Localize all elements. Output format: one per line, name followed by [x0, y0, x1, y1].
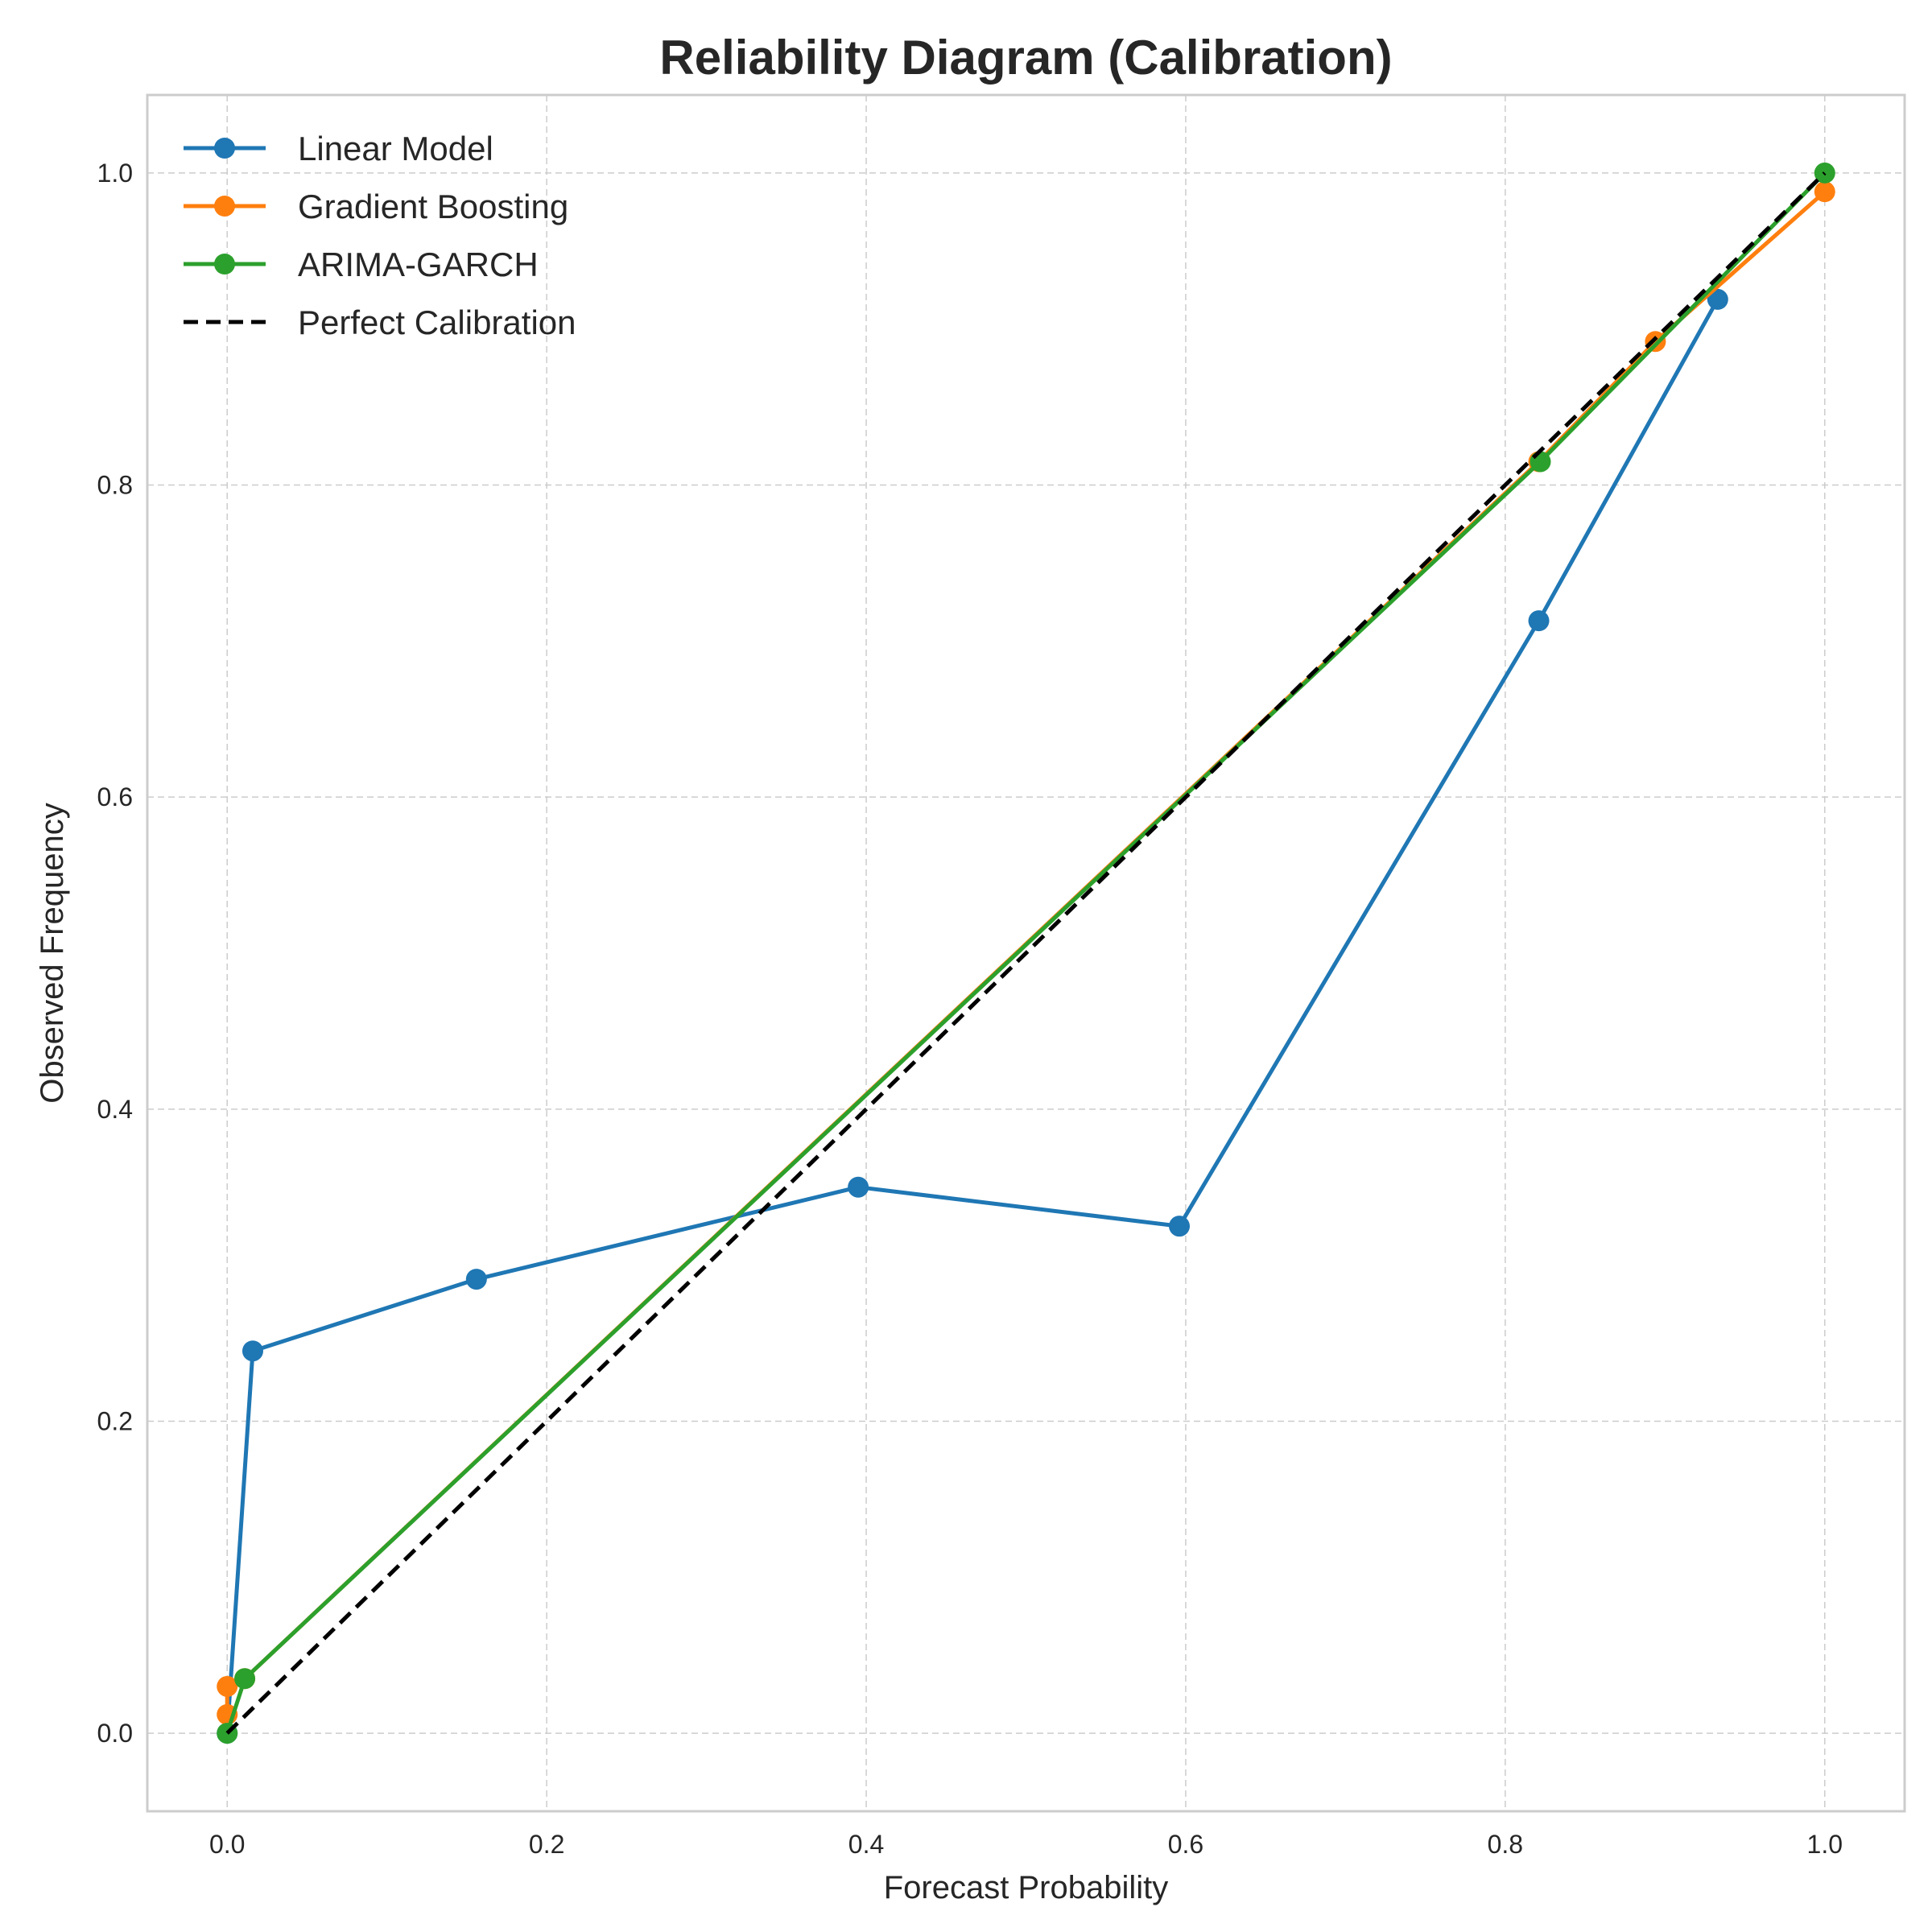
data-point: [848, 1176, 869, 1198]
grid: [147, 95, 1905, 1811]
chart-title: Reliability Diagram (Calibration): [659, 31, 1392, 85]
y-tick-label: 0.0: [97, 1719, 133, 1748]
data-point: [1169, 1216, 1191, 1237]
x-axis-label: Forecast Probability: [884, 1870, 1168, 1905]
data-point: [1645, 331, 1666, 353]
x-tick-label: 0.2: [529, 1830, 564, 1859]
legend-label: Perfect Calibration: [298, 303, 576, 341]
x-tick-label: 0.4: [848, 1830, 884, 1859]
legend-label: Linear Model: [298, 130, 493, 167]
y-axis-label: Observed Frequency: [35, 803, 70, 1104]
data-point: [1707, 288, 1728, 310]
data-point: [1814, 181, 1835, 203]
legend: Linear Model Gradient Boosting ARIMA-GARCH…: [184, 130, 576, 341]
data-point: [1528, 610, 1550, 632]
legend-label: Gradient Boosting: [298, 188, 568, 225]
y-tick-label: 0.4: [97, 1095, 133, 1124]
tick-labels: 0.0 0.2 0.4 0.6 0.8 1.0 0.0 0.2 0.4 0.6 0.8 1.0: [97, 159, 1843, 1859]
x-tick-label: 0.8: [1488, 1830, 1523, 1859]
series-line: [225, 171, 1827, 1735]
series-linear-model: [217, 288, 1728, 1744]
legend-label: ARIMA-GARCH: [298, 246, 539, 283]
x-tick-label: 1.0: [1807, 1830, 1843, 1859]
legend-marker: [214, 138, 235, 159]
y-tick-label: 0.2: [97, 1406, 133, 1435]
y-tick-label: 0.8: [97, 471, 133, 500]
y-tick-label: 0.6: [97, 782, 133, 811]
data-point: [217, 1675, 238, 1697]
data-point: [1530, 451, 1551, 473]
series-line: [225, 171, 1827, 1736]
series-perfect-calibration: [225, 171, 1827, 1735]
data-point: [465, 1269, 487, 1290]
series-layer: [217, 162, 1835, 1744]
legend-marker: [214, 254, 235, 275]
legend-item: Perfect Calibration: [184, 303, 576, 341]
x-tick-label: 0.0: [209, 1830, 245, 1859]
legend-marker: [214, 196, 235, 217]
plot-frame: [146, 93, 1906, 1813]
legend-item: Gradient Boosting: [184, 188, 568, 225]
data-point: [234, 1668, 256, 1690]
y-tick-label: 1.0: [97, 159, 133, 188]
data-point: [242, 1340, 263, 1362]
legend-item: ARIMA-GARCH: [184, 246, 539, 283]
legend-item: Linear Model: [184, 130, 493, 167]
x-tick-label: 0.6: [1168, 1830, 1203, 1859]
